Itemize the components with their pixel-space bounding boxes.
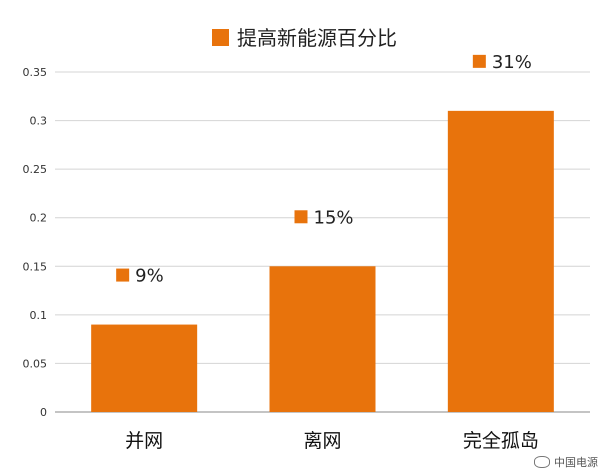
bar [447, 110, 554, 412]
data-labels: 9% 15% 31% [116, 52, 532, 287]
y-tick-label: 0 [40, 406, 47, 419]
legend-label: 提高新能源百分比 [237, 26, 397, 50]
bar [91, 324, 198, 412]
y-tick-label: 0.3 [30, 115, 48, 128]
watermark: 中国电源 [534, 454, 598, 470]
x-category-label: 完全孤岛 [463, 430, 539, 452]
y-tick-label: 0.05 [23, 357, 48, 370]
watermark-text: 中国电源 [554, 456, 598, 469]
y-tick-label: 0.2 [30, 212, 48, 225]
data-label: 9% [135, 266, 164, 287]
legend-swatch [212, 29, 229, 46]
wechat-icon [534, 456, 550, 468]
data-label-swatch [472, 54, 486, 68]
y-tick-label: 0.15 [23, 260, 48, 273]
y-tick-label: 0.25 [23, 163, 48, 176]
legend: 提高新能源百分比 [212, 26, 397, 50]
y-tick-label: 0.1 [30, 309, 48, 322]
data-label: 15% [314, 207, 354, 228]
x-category-label: 离网 [303, 430, 341, 452]
y-axis-ticks: 0 0.05 0.1 0.15 0.2 0.25 0.3 0.35 [23, 66, 48, 419]
x-category-label: 并网 [125, 430, 163, 452]
y-tick-label: 0.35 [23, 66, 48, 79]
bars [91, 110, 554, 412]
bar [269, 266, 376, 412]
data-label-swatch [116, 268, 130, 282]
data-label-swatch [294, 210, 308, 224]
data-label: 31% [492, 52, 532, 73]
x-axis-categories: 并网 离网 完全孤岛 [125, 430, 539, 452]
